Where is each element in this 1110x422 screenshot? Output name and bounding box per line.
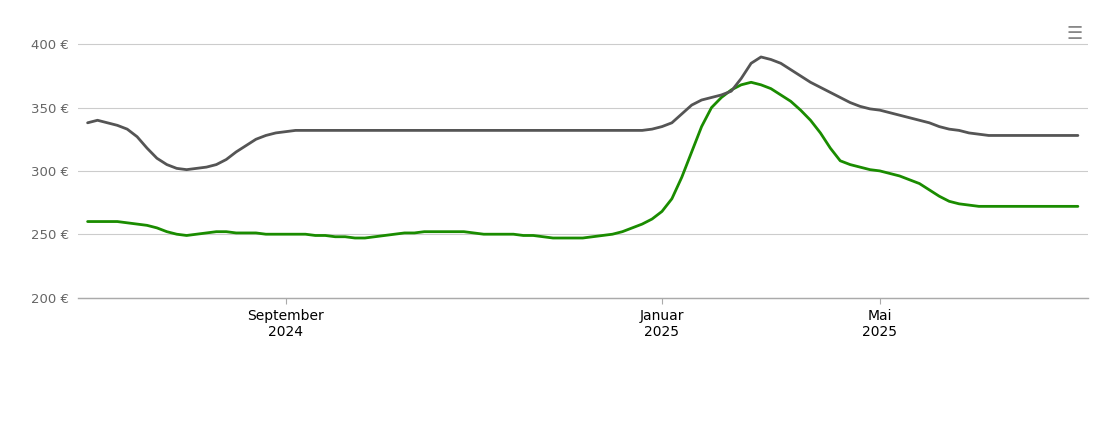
Text: ☰: ☰ (1066, 25, 1082, 43)
